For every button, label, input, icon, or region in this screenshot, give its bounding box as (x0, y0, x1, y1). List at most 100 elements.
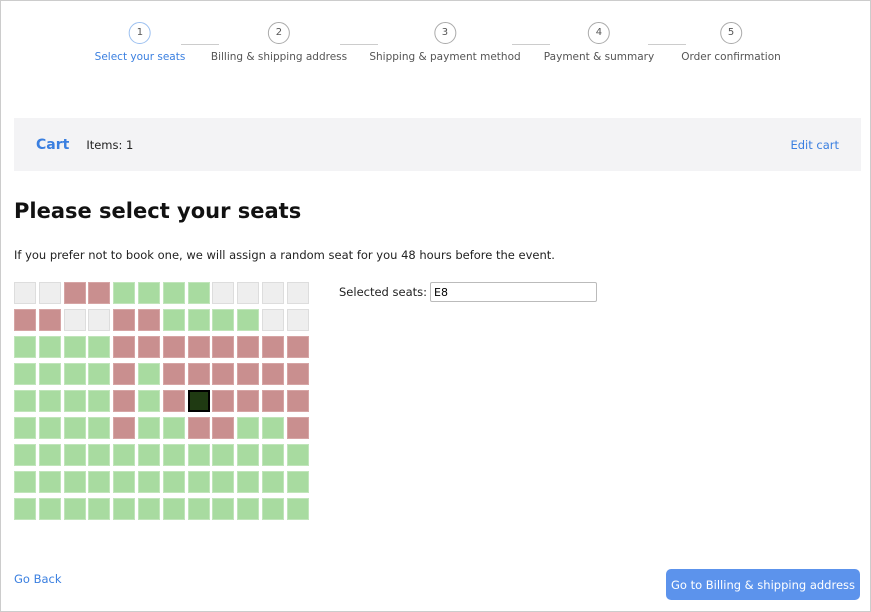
seat-I8-available[interactable] (187, 498, 210, 520)
seat-I10-available[interactable] (237, 498, 260, 520)
seat-I1-available[interactable] (14, 498, 36, 520)
seat-B8-available[interactable] (187, 309, 210, 331)
seat-E6-available[interactable] (137, 390, 160, 412)
seat-C1-available[interactable] (14, 336, 36, 358)
seat-I6-available[interactable] (137, 498, 160, 520)
seat-B7-available[interactable] (162, 309, 185, 331)
selected-seats-label: Selected seats: (339, 285, 427, 299)
seat-B9-available[interactable] (212, 309, 235, 331)
seat-G9-available[interactable] (212, 444, 235, 466)
cart-title: Cart (36, 136, 70, 153)
seat-G11-available[interactable] (261, 444, 284, 466)
seat-H1-available[interactable] (14, 471, 36, 493)
seat-H12-available[interactable] (286, 471, 309, 493)
seat-G2-available[interactable] (38, 444, 61, 466)
seat-G5-available[interactable] (113, 444, 136, 466)
seat-C4-available[interactable] (88, 336, 111, 358)
seat-C10-reserved (237, 336, 260, 358)
step-5[interactable]: 5 Order confirmation (681, 22, 781, 63)
seat-C3-available[interactable] (63, 336, 86, 358)
seat-H6-available[interactable] (137, 471, 160, 493)
seat-F3-available[interactable] (63, 417, 86, 439)
seat-E4-available[interactable] (88, 390, 111, 412)
seat-B10-available[interactable] (237, 309, 260, 331)
seat-D4-available[interactable] (88, 363, 111, 385)
seat-I5-available[interactable] (113, 498, 136, 520)
seat-F11-available[interactable] (261, 417, 284, 439)
seat-C8-reserved (187, 336, 210, 358)
seat-H9-available[interactable] (212, 471, 235, 493)
seat-F6-available[interactable] (137, 417, 160, 439)
seat-I11-available[interactable] (261, 498, 284, 520)
seat-A10-unavailable (237, 282, 260, 304)
seat-C5-reserved (113, 336, 136, 358)
seat-G12-available[interactable] (286, 444, 309, 466)
seat-B2-reserved (38, 309, 61, 331)
go-back-link[interactable]: Go Back (14, 572, 62, 586)
seat-I2-available[interactable] (38, 498, 61, 520)
seat-B11-unavailable (261, 309, 284, 331)
seat-D9-reserved (212, 363, 235, 385)
seat-C2-available[interactable] (38, 336, 61, 358)
seat-D5-reserved (113, 363, 136, 385)
info-text: If you prefer not to book one, we will a… (14, 248, 555, 262)
seat-H4-available[interactable] (88, 471, 111, 493)
seat-H11-available[interactable] (261, 471, 284, 493)
seat-F1-available[interactable] (14, 417, 36, 439)
seat-E8-selected[interactable] (187, 390, 210, 412)
step-4[interactable]: 4 Payment & summary (544, 22, 654, 63)
seat-H8-available[interactable] (187, 471, 210, 493)
selected-seats-input[interactable] (430, 282, 597, 302)
seat-D3-available[interactable] (63, 363, 86, 385)
seat-D2-available[interactable] (38, 363, 61, 385)
seat-D12-reserved (286, 363, 309, 385)
seat-C7-reserved (162, 336, 185, 358)
seat-F2-available[interactable] (38, 417, 61, 439)
seat-B3-unavailable (63, 309, 86, 331)
seat-I12-available[interactable] (286, 498, 309, 520)
seat-H7-available[interactable] (162, 471, 185, 493)
step-label: Payment & summary (543, 51, 655, 63)
seat-G10-available[interactable] (237, 444, 260, 466)
seat-E2-available[interactable] (38, 390, 61, 412)
seat-G6-available[interactable] (137, 444, 160, 466)
seat-E3-available[interactable] (63, 390, 86, 412)
seat-map (14, 282, 309, 520)
seat-F4-available[interactable] (88, 417, 111, 439)
seat-F10-available[interactable] (237, 417, 260, 439)
seat-H2-available[interactable] (38, 471, 61, 493)
seat-H5-available[interactable] (113, 471, 136, 493)
seat-I4-available[interactable] (88, 498, 111, 520)
seat-G1-available[interactable] (14, 444, 36, 466)
step-2[interactable]: 2 Billing & shipping address (211, 22, 347, 63)
seat-G3-available[interactable] (63, 444, 86, 466)
seat-E12-reserved (286, 390, 309, 412)
seat-A5-available[interactable] (113, 282, 136, 304)
next-step-button[interactable]: Go to Billing & shipping address (666, 569, 860, 600)
seat-C9-reserved (212, 336, 235, 358)
seat-G7-available[interactable] (162, 444, 185, 466)
seat-A12-unavailable (286, 282, 309, 304)
seat-I3-available[interactable] (63, 498, 86, 520)
seat-G4-available[interactable] (88, 444, 111, 466)
selected-seats: Selected seats: (339, 282, 597, 302)
seat-F8-reserved (187, 417, 210, 439)
step-3[interactable]: 3 Shipping & payment method (369, 22, 521, 63)
seat-I7-available[interactable] (162, 498, 185, 520)
seat-A6-available[interactable] (137, 282, 160, 304)
seat-A9-unavailable (212, 282, 235, 304)
seat-F7-available[interactable] (162, 417, 185, 439)
seat-D1-available[interactable] (14, 363, 36, 385)
edit-cart-link[interactable]: Edit cart (790, 137, 839, 152)
seat-G8-available[interactable] (187, 444, 210, 466)
seat-H10-available[interactable] (237, 471, 260, 493)
seat-A8-available[interactable] (187, 282, 210, 304)
seat-A7-available[interactable] (162, 282, 185, 304)
seat-F5-reserved (113, 417, 136, 439)
step-label: Billing & shipping address (210, 51, 348, 63)
seat-I9-available[interactable] (212, 498, 235, 520)
seat-E1-available[interactable] (14, 390, 36, 412)
step-1[interactable]: 1 Select your seats (95, 22, 185, 63)
seat-D6-available[interactable] (137, 363, 160, 385)
seat-H3-available[interactable] (63, 471, 86, 493)
